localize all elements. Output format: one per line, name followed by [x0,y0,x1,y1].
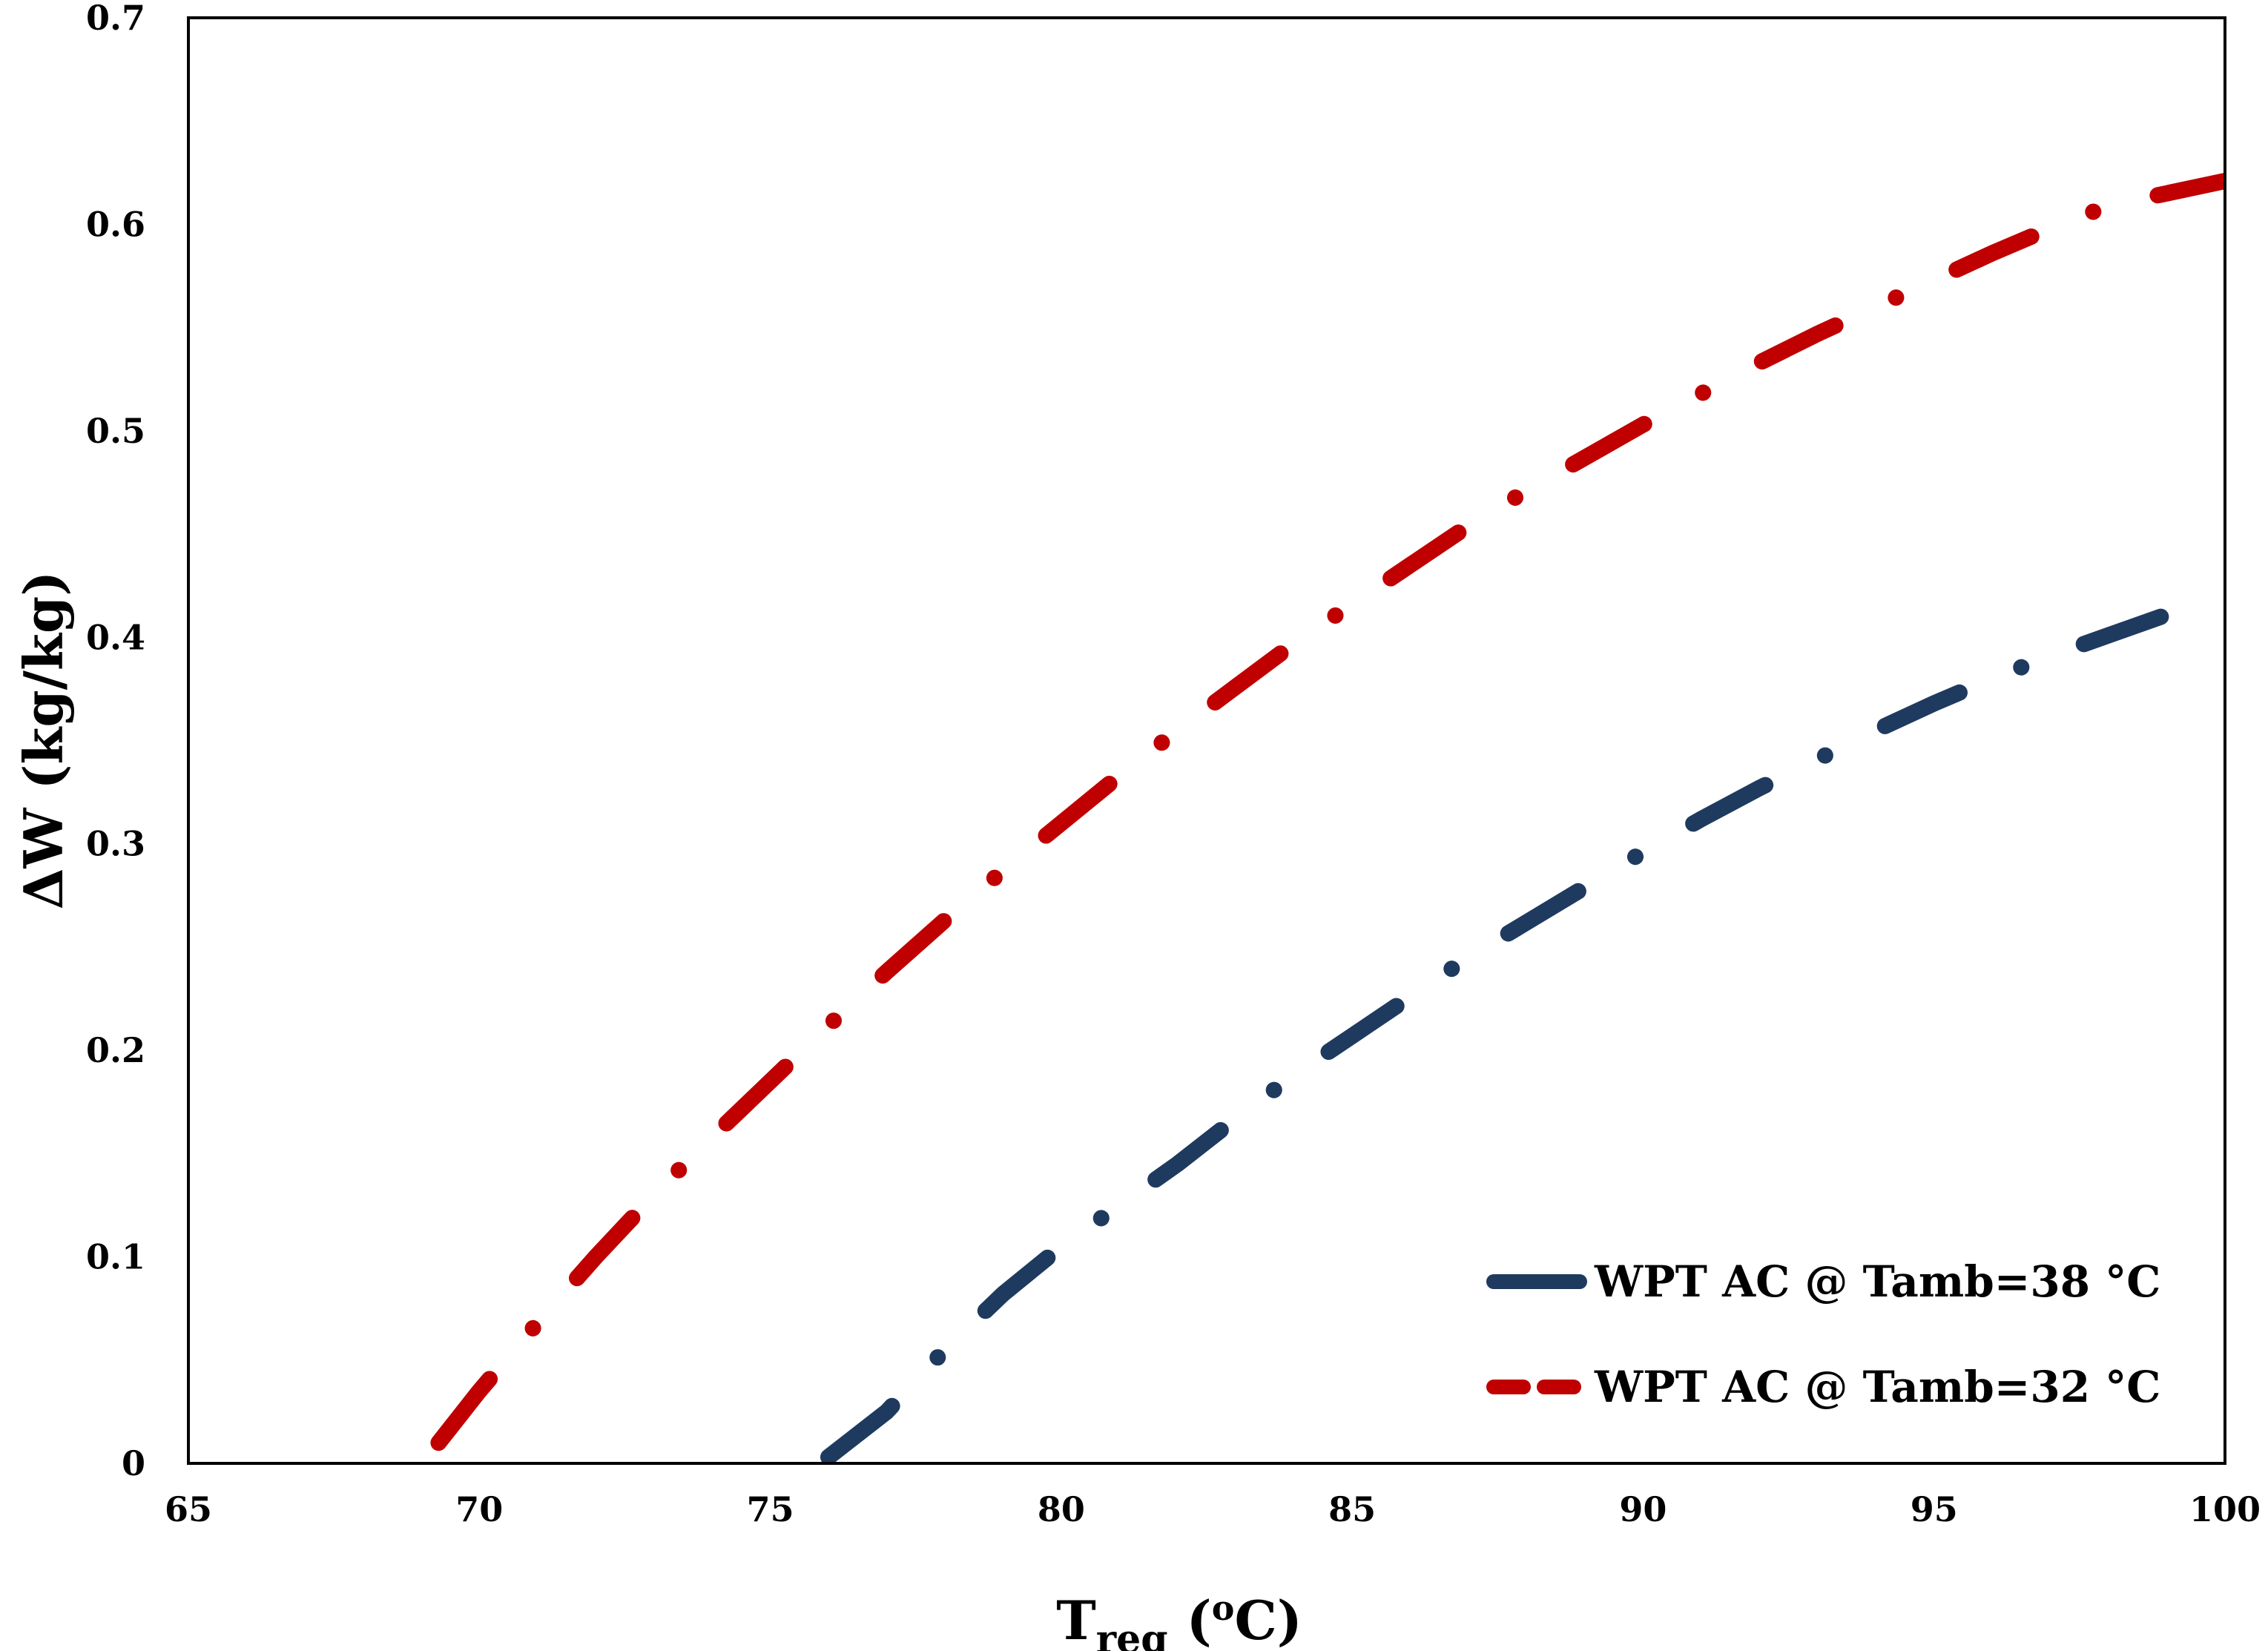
x-tick-label: 90 [1619,1489,1667,1529]
series-line-1 [820,598,2225,1463]
plot-area-frame [187,16,2226,1465]
legend-label-2: WPT AC @ Tamb=32 °C [1594,1362,2160,1412]
y-tick-label: 0.3 [86,824,145,864]
x-tick-label: 70 [455,1489,503,1529]
x-tick-label: 80 [1038,1489,1085,1529]
legend: WPT AC @ Tamb=38 °C WPT AC @ Tamb=32 °C [1486,1256,2160,1412]
legend-label-1: WPT AC @ Tamb=38 °C [1594,1256,2160,1307]
x-axis-title-unit-superscript: o [1212,1588,1235,1628]
x-axis-title-unit-close: C) [1234,1589,1302,1651]
y-tick-label: 0.2 [86,1030,145,1070]
x-tick-label: 100 [2189,1489,2261,1529]
x-tick-label: 95 [1911,1489,1958,1529]
y-tick-label: 0.4 [86,617,145,657]
series-layer [430,173,2225,1463]
x-tick-label: 75 [747,1489,794,1529]
y-tick-label: 0.5 [86,411,145,451]
y-tick-label: 0.7 [86,0,145,38]
x-axis-tick-labels: 65 70 75 80 85 90 95 100 [165,1489,2261,1529]
x-axis-title-main: T [1056,1589,1096,1651]
x-axis-title-subscript: reg [1096,1617,1168,1651]
x-axis-title: Treg (oC) [1056,1588,1302,1651]
y-tick-label: 0.1 [86,1237,145,1277]
x-axis-title-unit-open: ( [1168,1589,1212,1651]
y-axis-tick-labels: 0 0.1 0.2 0.3 0.4 0.5 0.6 0.7 [86,0,145,1483]
y-tick-label: 0.6 [86,204,145,244]
x-tick-label: 65 [165,1489,212,1529]
y-axis-title: ΔW (kg/kg) [12,571,75,910]
x-tick-label: 85 [1328,1489,1376,1529]
y-tick-label: 0 [122,1443,145,1483]
series-line-2 [430,173,2225,1451]
